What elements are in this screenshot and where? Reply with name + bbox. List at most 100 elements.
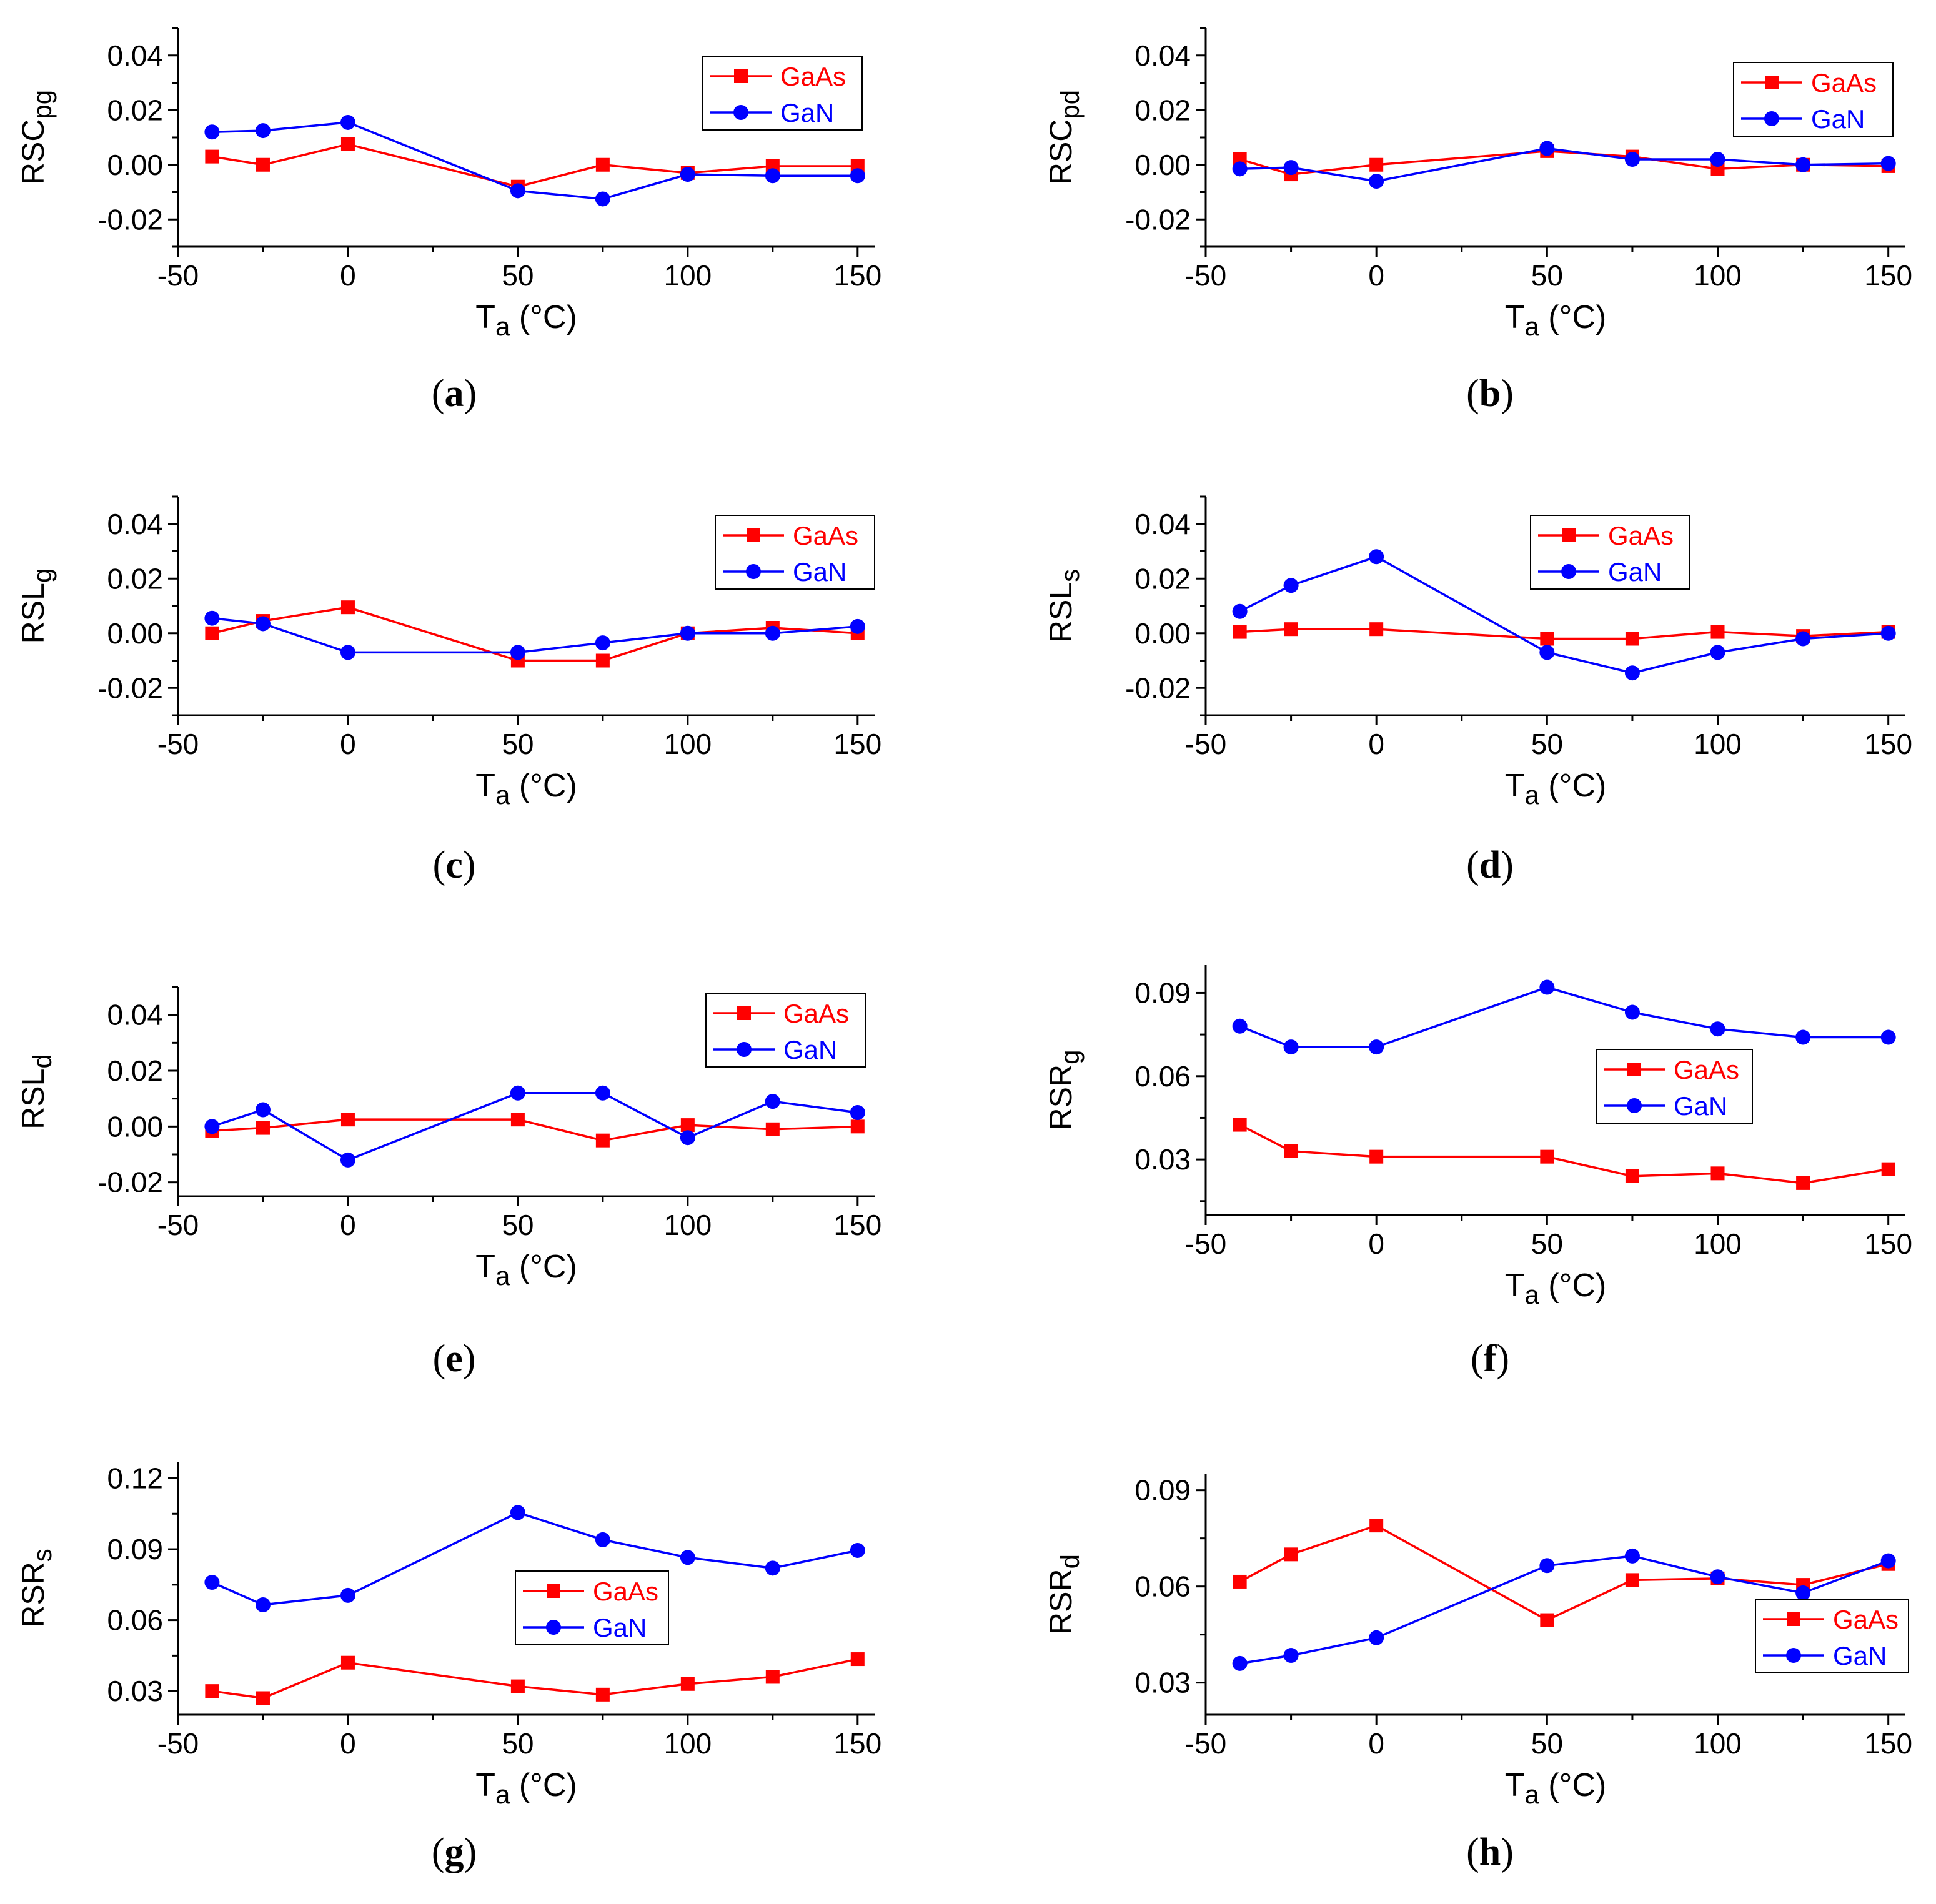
subfigure-label: (c) [433, 844, 476, 886]
x-tick-label: 50 [502, 259, 534, 292]
subfigure-label-open: ( [1466, 1831, 1479, 1873]
data-point-gaas [1540, 632, 1554, 646]
data-point-gan [595, 1532, 610, 1547]
data-point-gan [680, 1550, 695, 1565]
data-point-gan [1232, 1655, 1248, 1671]
series-line-gan [1239, 1555, 1889, 1665]
data-point-gan [1539, 645, 1555, 660]
y-tick-label: 0.04 [1134, 39, 1191, 72]
data-point-gan [340, 114, 355, 130]
chart-panel-g: -50 0 50 100 150 0.03 0.06 0.09 0.12 Ta (°C) RSRs G… [16, 1462, 881, 1873]
legend-marker-gan [746, 564, 761, 579]
y-tick-label: 0.00 [107, 1110, 163, 1143]
data-point-gan [340, 1152, 355, 1168]
series-line-gaas [1239, 1524, 1889, 1622]
series-line-gan [212, 121, 858, 201]
x-tick-label: 0 [1368, 259, 1384, 292]
series-line-gan [211, 1511, 858, 1606]
y-tick-label: 0.04 [107, 508, 163, 540]
legend: GaAs GaN [1596, 1049, 1753, 1124]
x-axis-label-base: T [1505, 1767, 1525, 1803]
data-point-gaas [1233, 1574, 1247, 1589]
data-point-gan [510, 183, 525, 199]
x-tick-label: 100 [663, 1209, 712, 1241]
subfigure-label-open: ( [1466, 372, 1479, 415]
y-tick-label: 0.06 [1134, 1060, 1191, 1093]
y-tick-label: 0.04 [107, 999, 163, 1031]
y-axis-label-subscript: s [27, 1549, 57, 1562]
subfigure-label-open: ( [1466, 844, 1479, 886]
y-tick-label: -0.02 [1125, 203, 1191, 236]
data-point-gaas [1540, 1149, 1554, 1164]
legend-marker-gan [733, 105, 748, 120]
x-tick-label: -50 [157, 1209, 199, 1241]
y-tick-label: 0.00 [1134, 149, 1191, 181]
x-axis-label-unit: (°C) [1539, 768, 1606, 804]
subfigure-label: (a) [432, 372, 477, 415]
data-point-gaas [765, 1122, 780, 1136]
x-tick-label: 150 [833, 1209, 881, 1241]
legend-box [1530, 515, 1690, 590]
data-point-gaas [1540, 1613, 1554, 1627]
y-tick-label: 0.03 [1134, 1667, 1191, 1699]
data-point-gan [1232, 161, 1248, 177]
data-point-gaas [1369, 1149, 1384, 1164]
data-point-gaas [1625, 1169, 1639, 1183]
data-point-gaas [1625, 1573, 1639, 1587]
data-point-gaas [256, 1691, 270, 1705]
x-axis-label-unit: (°C) [510, 299, 577, 335]
data-point-gan [1624, 1548, 1640, 1564]
x-tick-label: 50 [502, 728, 534, 760]
data-point-gan [1369, 1039, 1384, 1055]
subfigure-label-letter: h [1479, 1831, 1501, 1873]
subfigure-label: (e) [433, 1337, 476, 1380]
subfigure-label-close: ) [464, 1831, 477, 1873]
legend: GaAs GaN [1530, 515, 1690, 590]
legend-marker-gan [1561, 564, 1576, 579]
legend-label-gan: GaN [1674, 1091, 1727, 1121]
subfigure-label-open: ( [432, 1831, 445, 1873]
y-axis-label-base: RSL [16, 583, 51, 643]
data-point-gan [1795, 1029, 1811, 1045]
y-tick-label: 0.03 [1134, 1143, 1191, 1176]
x-tick-label: 0 [340, 1209, 356, 1241]
y-axis-label-subscript: g [1055, 1050, 1085, 1064]
legend-label-gan: GaN [593, 1613, 647, 1642]
data-point-gaas [1233, 1118, 1247, 1132]
subfigure-label-close: ) [463, 844, 476, 886]
legend-label-gaas: GaAs [1608, 521, 1674, 550]
x-tick-label: 150 [1864, 1727, 1912, 1760]
data-point-gan [765, 1094, 780, 1109]
data-point-gaas [1284, 622, 1298, 637]
y-tick-label: -0.02 [97, 203, 163, 236]
data-point-gaas [850, 1119, 865, 1134]
subfigure-label-letter: a [445, 372, 464, 415]
subfigure-label-open: ( [433, 1337, 446, 1380]
data-point-gaas [1710, 625, 1725, 639]
x-tick-label: 0 [340, 728, 356, 760]
data-point-gan [204, 1575, 220, 1590]
data-point-gan [1539, 141, 1555, 156]
x-tick-label: 0 [1368, 728, 1384, 760]
y-axis-label-base: RSL [16, 1069, 51, 1129]
legend-marker-gaas [1562, 528, 1576, 542]
data-point-gan [595, 1085, 610, 1101]
subfigure-label: (g) [432, 1831, 477, 1873]
legend-marker-gaas [1787, 1612, 1800, 1626]
y-tick-label: -0.02 [97, 672, 163, 704]
y-axis-label: RSCpg [16, 90, 57, 185]
legend-box [515, 1570, 669, 1645]
y-tick-label: 0.09 [107, 1533, 163, 1565]
x-axis-label: Ta (°C) [475, 299, 577, 341]
y-axis-label-base: RSL [1043, 582, 1078, 643]
chart-panel-a: -50 0 50 100 150 -0.02 0.00 0.02 0.04 Ta (°C) RSCp… [16, 27, 881, 415]
chart-panel-b: -50 0 50 100 150 -0.02 0.00 0.02 0.04 Ta (°C) RSCp… [1043, 27, 1912, 415]
legend-box [715, 515, 875, 590]
x-tick-label: -50 [157, 259, 199, 292]
data-point-gan [595, 635, 610, 651]
y-tick-label: -0.02 [1125, 672, 1191, 704]
legend-label-gaas: GaAs [1674, 1055, 1739, 1084]
legend: GaAs GaN [1733, 62, 1894, 137]
